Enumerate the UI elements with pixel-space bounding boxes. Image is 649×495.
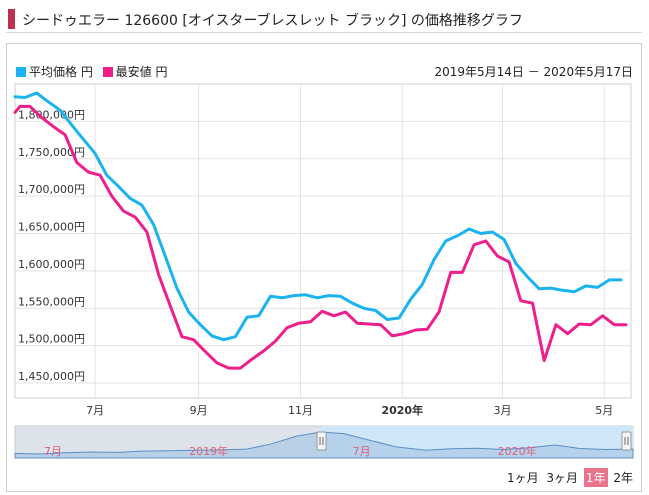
y-tick-label: 1,450,000円	[18, 370, 85, 383]
x-tick-label: 5月	[595, 404, 613, 417]
navigator-handle-right[interactable]	[621, 431, 632, 451]
chart-panel: 平均価格 円 最安値 円 2019年5月14日 － 2020年5月17日 1,4…	[6, 43, 642, 492]
x-tick-label: 11月	[288, 404, 313, 417]
navigator-label: 2020年	[498, 444, 537, 458]
legend-swatch-lowest	[102, 67, 113, 77]
legend-item-lowest[interactable]: 最安値 円	[102, 63, 168, 80]
page-title: シードゥエラー 126600 [オイスターブレスレット ブラック] の価格推移グ…	[22, 13, 523, 29]
legend-label-lowest: 最安値 円	[115, 65, 168, 79]
y-tick-label: 1,800,000円	[18, 108, 85, 121]
y-tick-label: 1,650,000円	[18, 221, 85, 234]
series-line-average	[13, 91, 623, 342]
y-tick-label: 1,700,000円	[18, 183, 85, 196]
range-button-2-years[interactable]: 2年	[613, 471, 633, 485]
navigator-label: 7月	[44, 445, 62, 458]
y-tick-label: 1,550,000円	[18, 295, 85, 308]
y-tick-label: 1,500,000円	[18, 333, 85, 346]
x-tick-label: 2020年	[381, 403, 423, 417]
plot-area	[14, 83, 632, 399]
x-tick-label: 7月	[86, 404, 104, 417]
range-button-3-months[interactable]: 3ヶ月	[546, 471, 579, 485]
title-accent-marker	[8, 9, 15, 29]
legend-swatch-average	[16, 67, 26, 77]
range-button-1-month[interactable]: 1ヶ月	[506, 471, 539, 485]
navigator-handle-left[interactable]	[316, 431, 327, 451]
y-tick-label: 1,750,000円	[18, 146, 85, 159]
x-tick-label: 9月	[190, 404, 208, 417]
chart-title-bar: シードゥエラー 126600 [オイスターブレスレット ブラック] の価格推移グ…	[6, 5, 642, 33]
legend-item-average[interactable]: 平均価格 円	[16, 63, 93, 80]
navigator-label: 2019年	[189, 444, 228, 458]
x-tick-label: 3月	[493, 404, 511, 417]
date-range-label: 2019年5月14日 － 2020年5月17日	[434, 65, 633, 79]
range-button-1-year[interactable]: 1年	[583, 468, 608, 487]
y-tick-label: 1,600,000円	[18, 258, 85, 271]
series-line-lowest	[13, 104, 628, 370]
price-chart: 1,450,000円 1,500,000円 1,550,000円 1,600,000円…	[13, 83, 634, 459]
legend-label-average: 平均価格 円	[29, 65, 93, 79]
chart-legend: 平均価格 円 最安値 円	[16, 63, 173, 80]
navigator-label: 7月	[353, 445, 371, 458]
range-selector: 1ヶ月 3ヶ月 1年 2年	[505, 468, 635, 487]
